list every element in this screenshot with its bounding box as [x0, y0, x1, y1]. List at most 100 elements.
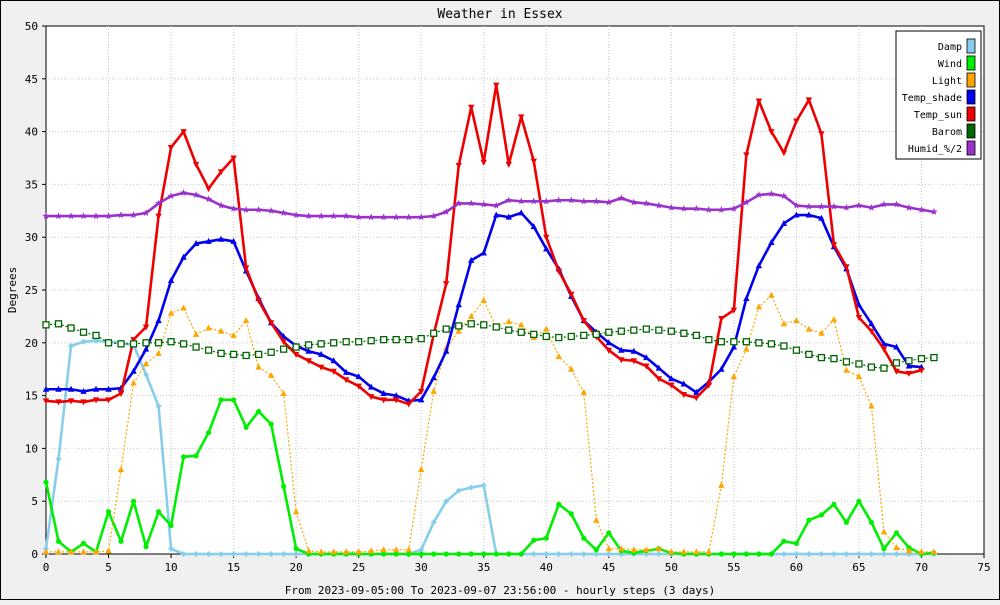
wind-point: [381, 551, 387, 557]
light-point: [743, 345, 750, 352]
y-tick-label: 30: [25, 231, 38, 244]
temp-shade-point: [192, 240, 200, 247]
temp-shade-point: [905, 362, 913, 369]
temp-shade-point: [530, 223, 537, 230]
humid-2-point: [392, 213, 400, 221]
barom-point: [517, 328, 525, 336]
y-tick-label: 40: [25, 126, 38, 139]
humid-2-point: [330, 212, 338, 220]
temp-sun-point: [555, 268, 562, 275]
temp-sun-point: [630, 358, 638, 365]
barom-point: [630, 326, 638, 334]
damp-point: [880, 551, 887, 557]
damp-point: [143, 371, 150, 378]
series-barom: [42, 320, 938, 372]
wind-point: [606, 530, 612, 536]
temp-sun-point: [768, 129, 775, 136]
humid-2-point: [204, 195, 213, 203]
humid-2-point: [930, 208, 938, 215]
temp-sun-point: [705, 382, 713, 389]
damp-point: [780, 551, 787, 557]
barom-point: [117, 340, 125, 348]
light-point: [42, 548, 50, 555]
temp-sun-point: [192, 161, 200, 168]
wind-point: [268, 421, 274, 427]
barom-point: [279, 345, 288, 353]
light-point: [905, 547, 913, 554]
wind-point: [718, 551, 724, 557]
temp-sun-point: [780, 150, 788, 157]
light-point: [880, 528, 888, 535]
barom-point: [855, 360, 863, 368]
barom-point: [830, 354, 838, 363]
barom-point: [229, 350, 238, 359]
light-point: [405, 546, 412, 553]
humid-2-point: [805, 202, 813, 210]
temp-sun-point: [868, 328, 875, 335]
wind-point: [180, 454, 187, 460]
barom-point: [530, 330, 538, 339]
barom-point: [330, 339, 338, 347]
humid-2-point: [192, 191, 200, 199]
damp-point: [818, 551, 825, 557]
humid-2-point: [104, 212, 113, 220]
wind-point: [55, 538, 62, 544]
humid-2-point: [142, 209, 150, 216]
light-line: [46, 294, 934, 553]
damp-point: [543, 551, 550, 557]
temp-sun-point: [818, 131, 825, 138]
damp-point: [530, 551, 537, 557]
humid-2-point: [892, 200, 901, 208]
barom-point: [692, 331, 700, 340]
wind-point: [155, 509, 162, 515]
temp-shade-point: [180, 253, 187, 260]
light-point: [893, 544, 900, 551]
wind-point: [80, 540, 87, 547]
barom-point: [492, 323, 500, 331]
barom-point: [92, 331, 100, 340]
damp-point: [280, 551, 287, 557]
x-tick-label: 45: [602, 561, 615, 574]
damp-point: [455, 487, 462, 494]
wind-point: [768, 551, 774, 557]
series-layer: [42, 82, 938, 557]
light-point: [105, 547, 112, 554]
temp-shade-point: [155, 317, 162, 324]
light-point: [330, 548, 337, 555]
temp-sun-point: [280, 339, 287, 346]
wind-point: [105, 509, 112, 515]
temp-sun-point: [405, 401, 412, 408]
barom-point: [380, 335, 388, 344]
damp-point: [180, 551, 187, 557]
barom-point: [880, 364, 888, 372]
humid-2-point: [517, 197, 525, 205]
light-point: [505, 318, 512, 325]
humid-2-point: [555, 196, 563, 204]
temp-shade-point: [805, 211, 813, 218]
barom-point: [129, 340, 138, 348]
temp-sun-point: [230, 155, 237, 162]
humid-2-point: [630, 198, 638, 206]
legend-swatch-wind: [966, 55, 976, 71]
damp-point: [80, 338, 87, 345]
humid-2-point: [492, 201, 500, 209]
wind-point: [481, 551, 487, 557]
wind-point: [406, 551, 412, 557]
light-point: [392, 546, 400, 553]
temp-shade-point: [743, 294, 750, 301]
legend-swatch-humid-2: [966, 140, 976, 156]
temp-shade-point: [468, 256, 475, 263]
temp-shade-point: [543, 245, 550, 252]
damp-point: [793, 551, 800, 557]
wind-point: [456, 551, 462, 557]
damp-point: [480, 482, 487, 489]
wind-point: [756, 551, 762, 557]
wind-point: [506, 551, 512, 557]
humid-2-point: [129, 211, 138, 219]
barom-point: [79, 328, 88, 336]
barom-point: [705, 335, 713, 344]
x-tick-label: 60: [790, 561, 803, 574]
humid-2-point: [92, 212, 100, 220]
temp-sun-point: [342, 377, 350, 384]
